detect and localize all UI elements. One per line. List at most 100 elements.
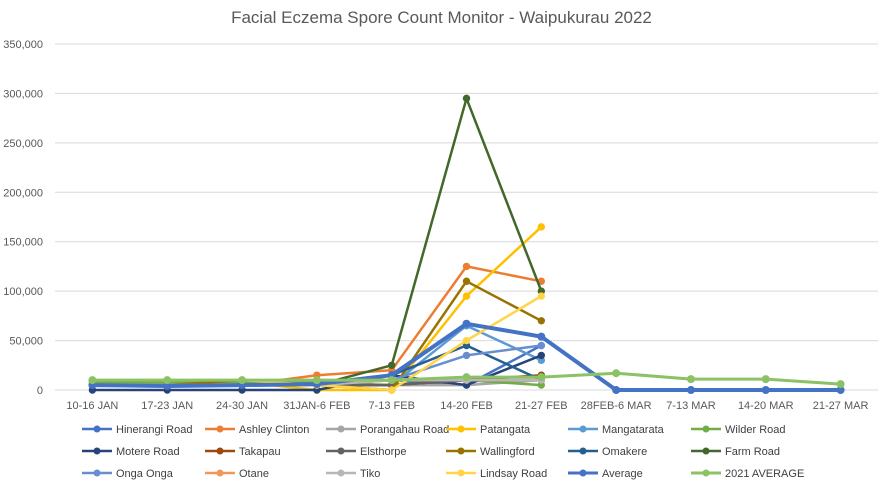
legend-swatch-marker	[216, 425, 224, 433]
x-tick-label: 24-30 JAN	[216, 400, 268, 412]
legend-swatch-marker	[93, 469, 101, 477]
data-point	[612, 369, 621, 378]
legend-label: Wallingford	[480, 446, 535, 458]
legend-item[interactable]: Lindsay Road	[446, 468, 547, 480]
x-tick-label: 17-23 JAN	[141, 400, 193, 412]
legend-item[interactable]: Tiko	[326, 468, 380, 480]
y-axis-ticks: 0 50,000 100,000 150,000 200,000 250,000 300,0…	[3, 39, 43, 397]
legend-item[interactable]: Wallingford	[446, 446, 535, 458]
legend-item[interactable]: Wilder Road	[691, 424, 786, 436]
data-point	[387, 376, 396, 385]
legend-label: Elsthorpe	[360, 446, 406, 458]
legend-item[interactable]: Otane	[205, 468, 269, 480]
data-point	[163, 376, 172, 385]
data-point	[836, 380, 845, 389]
legend-swatch-marker	[457, 469, 465, 477]
data-point	[387, 386, 396, 394]
legend: Hinerangi Road Ashley Clinton Porangahau R…	[82, 424, 804, 480]
data-point	[462, 292, 471, 300]
legend-swatch-marker	[337, 425, 345, 433]
data-point	[88, 376, 97, 385]
legend-label: Omakere	[602, 446, 647, 458]
y-tick-label: 0	[37, 385, 43, 397]
legend-swatch-marker	[216, 469, 224, 477]
legend-label: Patangata	[480, 424, 531, 436]
y-tick-label: 100,000	[3, 286, 43, 298]
data-point	[686, 375, 695, 384]
data-point	[761, 386, 770, 394]
x-tick-label: 7-13 MAR	[666, 400, 716, 412]
series-2021-average	[88, 369, 845, 389]
legend-label: Motere Road	[116, 446, 180, 458]
data-point	[537, 341, 546, 350]
data-point	[462, 319, 471, 328]
legend-label: Porangahau Road	[360, 424, 449, 436]
data-point	[462, 351, 471, 360]
legend-swatch-marker	[337, 447, 345, 455]
legend-label: Tiko	[360, 468, 380, 480]
legend-label: 2021 AVERAGE	[725, 468, 804, 480]
legend-swatch-marker	[702, 447, 710, 455]
legend-label: Ashley Clinton	[239, 424, 309, 436]
legend-item[interactable]: Omakere	[568, 446, 647, 458]
legend-item[interactable]: Average	[568, 468, 643, 480]
legend-label: Takapau	[239, 446, 281, 458]
data-point	[462, 94, 471, 103]
data-point	[387, 361, 396, 369]
data-point	[537, 223, 546, 231]
gridlines	[55, 43, 878, 391]
legend-label: Lindsay Road	[480, 468, 547, 480]
data-point	[537, 351, 546, 360]
y-tick-label: 200,000	[3, 187, 43, 199]
legend-swatch-marker	[702, 425, 710, 433]
x-tick-label: 21-27 MAR	[813, 400, 869, 412]
legend-item[interactable]: Motere Road	[82, 446, 180, 458]
legend-label: Onga Onga	[116, 468, 174, 480]
legend-label: Wilder Road	[725, 424, 786, 436]
y-tick-label: 350,000	[3, 39, 43, 51]
x-tick-label: 7-13 FEB	[368, 400, 414, 412]
legend-item[interactable]: Farm Road	[691, 446, 780, 458]
x-tick-label: 14-20 FEB	[440, 400, 493, 412]
chart-title: Facial Eczema Spore Count Monitor - Waip…	[231, 8, 652, 27]
data-point	[238, 376, 247, 385]
legend-item[interactable]: Hinerangi Road	[82, 424, 192, 436]
data-point	[462, 336, 471, 345]
data-point	[462, 373, 471, 382]
x-tick-label: 14-20 MAR	[738, 400, 794, 412]
legend-item[interactable]: Ashley Clinton	[205, 424, 309, 436]
data-point	[537, 292, 546, 300]
legend-label: Hinerangi Road	[116, 424, 192, 436]
legend-swatch-marker	[93, 425, 101, 433]
y-tick-label: 150,000	[3, 237, 43, 249]
data-point	[761, 375, 770, 384]
y-tick-label: 300,000	[3, 88, 43, 100]
legend-item[interactable]: Takapau	[205, 446, 281, 458]
series-group	[88, 94, 845, 394]
legend-label: Otane	[239, 468, 269, 480]
legend-swatch-marker	[457, 425, 465, 433]
legend-swatch-marker	[579, 425, 587, 433]
legend-item[interactable]: Porangahau Road	[326, 424, 449, 436]
data-point	[686, 386, 695, 394]
legend-swatch-marker	[337, 469, 345, 477]
x-tick-label: 10-16 JAN	[66, 400, 118, 412]
legend-label: Mangatarata	[602, 424, 665, 436]
x-tick-label: 21-27 FEB	[515, 400, 568, 412]
legend-swatch-marker	[457, 447, 465, 455]
data-point	[537, 317, 546, 325]
data-point	[537, 332, 546, 341]
legend-label: Farm Road	[725, 446, 780, 458]
legend-label: Average	[602, 468, 643, 480]
legend-swatch-marker	[216, 447, 224, 455]
legend-item[interactable]: Patangata	[446, 424, 531, 436]
legend-item[interactable]: Mangatarata	[568, 424, 665, 436]
legend-item[interactable]: Elsthorpe	[326, 446, 406, 458]
legend-item[interactable]: 2021 AVERAGE	[691, 468, 804, 480]
data-point	[612, 386, 621, 394]
legend-item[interactable]: Onga Onga	[82, 468, 174, 480]
x-tick-label: 28FEB-6 MAR	[581, 400, 652, 412]
